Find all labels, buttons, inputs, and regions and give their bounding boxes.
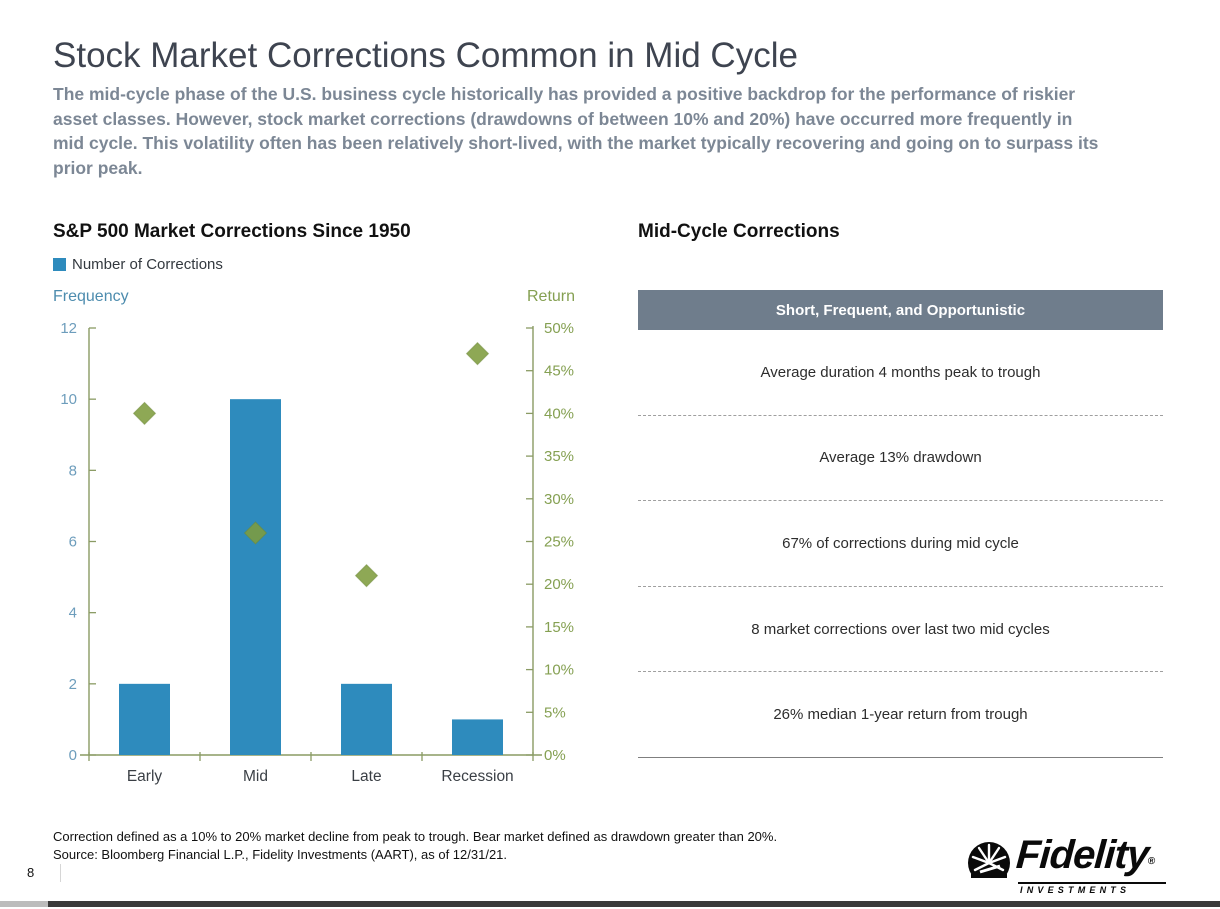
- x-axis-label: Early: [127, 768, 163, 785]
- chart-heading: S&P 500 Market Corrections Since 1950: [53, 221, 411, 242]
- bar-recession: [452, 719, 503, 755]
- x-axis-label: Recession: [441, 768, 513, 785]
- left-axis-title: Frequency: [53, 288, 129, 305]
- x-axis-label: Mid: [243, 768, 268, 785]
- logo-rule: [1018, 882, 1166, 884]
- right-axis-tick-label: 35%: [544, 448, 574, 465]
- page-subtitle: The mid-cycle phase of the U.S. business…: [53, 84, 1099, 178]
- table-row: 26% median 1-year return from trough: [638, 672, 1163, 758]
- bottom-strip-left: [0, 901, 48, 907]
- right-axis-tick-label: 15%: [544, 619, 574, 636]
- footnote: Correction defined as a 10% to 20% marke…: [53, 829, 778, 863]
- right-axis-tick-label: 50%: [544, 320, 574, 337]
- right-axis-tick-label: 25%: [544, 534, 574, 551]
- right-axis-tick-label: 45%: [544, 363, 574, 380]
- page-number: 8: [27, 865, 35, 880]
- table-row: 67% of corrections during mid cycle: [638, 501, 1163, 587]
- legend-swatch-icon: [53, 258, 66, 271]
- return-diamond-mid: [243, 521, 268, 545]
- bottom-strip-right: [48, 901, 1220, 907]
- corrections-chart: 0 2 4 6 8 10 12 0% 5% 10% 15% 20% 25% 30% 35% 40% 45% 50%…: [60, 320, 574, 785]
- left-axis-tick-label: 8: [69, 462, 77, 479]
- right-axis-tick-label: 20%: [544, 576, 574, 593]
- mid-cycle-corrections-table: Short, Frequent, and Opportunistic Avera…: [638, 290, 1163, 758]
- left-axis-tick-label: 2: [69, 676, 77, 693]
- fidelity-logo: Fidelity® INVESTMENTS: [966, 833, 1166, 895]
- fidelity-sun-icon: [968, 842, 1010, 888]
- right-axis-title: Return: [527, 288, 576, 305]
- page-title: Stock Market Corrections Common in Mid C…: [53, 36, 798, 75]
- panel-heading: Mid-Cycle Corrections: [638, 221, 840, 242]
- return-diamond-late: [354, 563, 379, 588]
- right-axis-tick-label: 10%: [544, 662, 574, 679]
- right-axis-tick-label: 5%: [544, 704, 566, 721]
- right-axis-tick-label: 0%: [544, 747, 566, 764]
- left-axis-tick-label: 4: [69, 605, 77, 622]
- table-row: 8 market corrections over last two mid c…: [638, 587, 1163, 673]
- left-axis-tick-label: 6: [69, 534, 77, 551]
- legend-label: Number of Corrections: [72, 256, 223, 273]
- bar-mid: [230, 399, 281, 755]
- right-axis-tick-label: 40%: [544, 405, 574, 422]
- table-body: Average duration 4 months peak to trough…: [638, 330, 1163, 758]
- return-diamond-recession: [465, 341, 490, 366]
- table-row: Average duration 4 months peak to trough: [638, 330, 1163, 416]
- table-row: Average 13% drawdown: [638, 416, 1163, 502]
- logo-sub-text: INVESTMENTS: [1020, 885, 1131, 895]
- left-axis-tick-label: 0: [69, 747, 77, 764]
- logo-brand-text: Fidelity®: [1014, 833, 1156, 877]
- return-diamond-early: [132, 401, 157, 426]
- x-axis-label: Late: [351, 768, 381, 785]
- text-cursor-artifact: [60, 864, 61, 882]
- bar-late: [341, 683, 392, 755]
- table-header: Short, Frequent, and Opportunistic: [638, 290, 1163, 330]
- left-axis-tick-label: 12: [60, 320, 77, 337]
- chart-legend: Number of Corrections: [53, 256, 223, 273]
- left-axis-tick-label: 10: [60, 391, 77, 408]
- bar-early: [119, 683, 170, 755]
- right-axis-tick-label: 30%: [544, 491, 574, 508]
- registered-mark: ®: [1147, 856, 1156, 867]
